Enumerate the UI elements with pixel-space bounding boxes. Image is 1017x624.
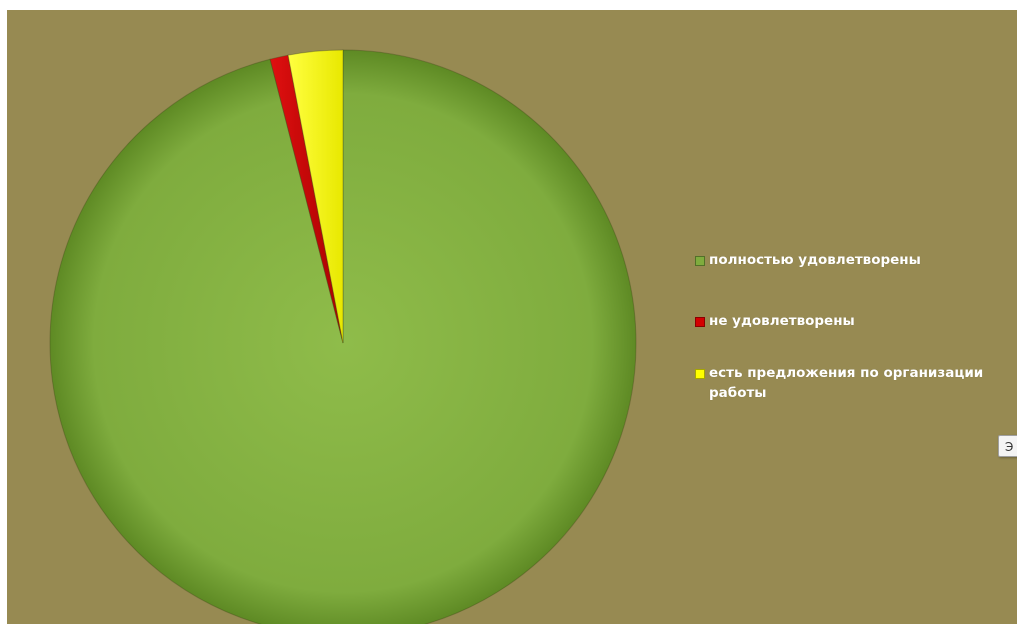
pie-chart — [7, 10, 1017, 624]
legend-label: есть предложения по организации работы — [709, 365, 984, 401]
legend-item-fully-satisfied: полностью удовлетворены — [695, 250, 1017, 270]
legend-item-not-satisfied: не удовлетворены — [695, 311, 1017, 331]
pie-slice-fully-satisfied — [49, 49, 637, 624]
corner-tab[interactable]: Э — [998, 435, 1017, 457]
pie-slice-not-satisfied — [269, 54, 344, 344]
legend-swatch-green — [695, 256, 705, 266]
chart-area: полностью удовлетворены не удовлетворены… — [7, 10, 1017, 624]
legend: полностью удовлетворены не удовлетворены… — [695, 250, 1017, 444]
legend-label: не удовлетворены — [709, 313, 855, 329]
legend-label: полностью удовлетворены — [709, 252, 921, 268]
pie-slice-suggestions — [287, 49, 344, 344]
corner-tab-label: Э — [1005, 440, 1014, 454]
legend-swatch-yellow — [695, 369, 705, 379]
legend-item-suggestions: есть предложения по организации работы — [695, 363, 1017, 403]
legend-swatch-red — [695, 317, 705, 327]
